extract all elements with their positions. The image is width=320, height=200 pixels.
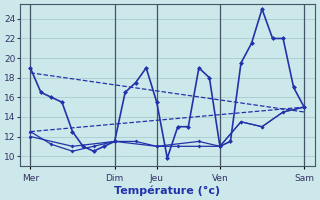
- X-axis label: Température (°c): Température (°c): [114, 185, 220, 196]
